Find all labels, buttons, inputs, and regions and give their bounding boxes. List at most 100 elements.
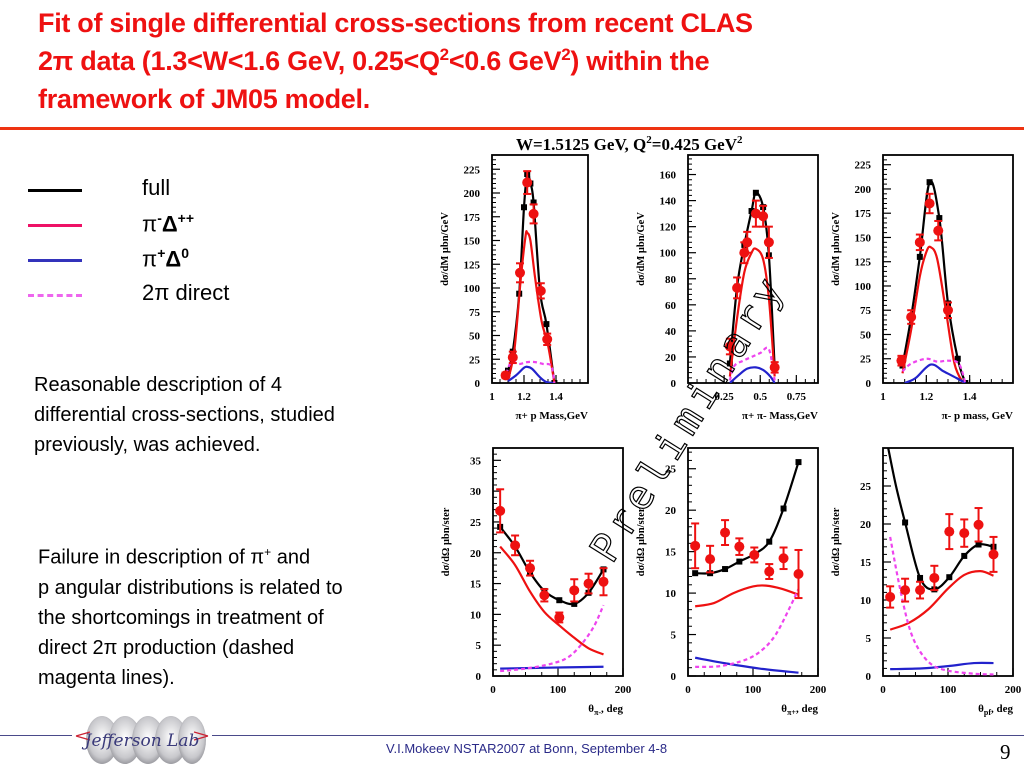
chart-panel-3: 0 25 50 75 100 125 150 175 200 225 1 1.2 1.4 dσ/dM μb…	[831, 154, 1014, 422]
y-tick-label: 125	[464, 259, 481, 271]
chart-panel-2: 0 20 40 60 80 100 120 140 160 0.25 0.5 0.75 dσ/dM μb…	[636, 154, 819, 422]
model-marker	[954, 355, 961, 362]
model-marker	[916, 253, 923, 260]
series-line-2-direct	[500, 604, 605, 673]
x-tick-label: 0	[490, 684, 496, 696]
plot-content	[500, 170, 558, 383]
series-line--0	[500, 665, 604, 670]
x-axis-label-subscript: pf	[984, 708, 991, 717]
data-point	[778, 553, 789, 564]
data-point	[732, 282, 743, 293]
data-point	[896, 355, 907, 366]
plot-content	[495, 488, 609, 673]
y-tick-label: 225	[464, 164, 481, 176]
note2-line1-part-b: and	[271, 546, 311, 569]
note2-line: magenta lines).	[38, 666, 175, 689]
x-tick-label: 1.4	[963, 391, 977, 403]
y-tick-label: 100	[464, 283, 481, 295]
y-axis-label: dσ/dM μbn/GeV	[831, 212, 842, 286]
model-marker	[926, 179, 933, 186]
legend-pi: π	[142, 211, 158, 237]
x-tick-label: 200	[1005, 684, 1022, 696]
y-tick-label: 100	[855, 281, 872, 293]
plot-content	[885, 448, 999, 676]
page-number: 9	[1000, 740, 1011, 764]
x-tick-label: 1.2	[919, 391, 933, 403]
chart-panel-4: 0 5 10 15 20 25 30 35 0 100 200 dσ/dΩ μbn/ster θπ-, …	[441, 447, 632, 717]
y-tick-label: 20	[860, 519, 872, 531]
y-tick-label: 40	[665, 326, 677, 338]
footer-citation: V.I.Mokeev NSTAR2007 at Bonn, September …	[386, 741, 668, 756]
model-marker	[521, 204, 527, 211]
model-marker	[961, 552, 968, 559]
series-line--0	[694, 656, 799, 674]
data-point	[929, 572, 940, 583]
y-tick-label: 120	[660, 222, 677, 234]
x-tick-label: 1.2	[517, 391, 531, 403]
data-point	[528, 208, 539, 219]
series-line--0	[729, 366, 776, 383]
note-failure-description: Failure in description of π+ and p angul…	[38, 537, 343, 693]
y-axis-label: dσ/dM μbn/GeV	[440, 212, 451, 286]
model-marker	[795, 459, 802, 466]
model-marker	[692, 570, 699, 577]
legend-label-2pi-direct: 2π direct	[142, 280, 230, 305]
model-marker	[736, 558, 743, 565]
data-point	[915, 585, 926, 596]
y-axis-label: dσ/dM μbn/GeV	[636, 212, 647, 286]
data-point	[906, 312, 917, 323]
legend-sup: +	[157, 245, 166, 261]
y-tick-label: 20	[470, 548, 482, 560]
data-point	[554, 612, 565, 623]
model-marker	[917, 574, 924, 581]
y-tick-label: 10	[665, 588, 677, 600]
x-axis-label: θπ-, deg	[588, 703, 623, 717]
x-axis-label-symbol: θ	[588, 703, 594, 715]
series-line--	[728, 247, 776, 377]
y-tick-label: 80	[665, 274, 677, 286]
y-tick-label: 175	[855, 208, 872, 220]
y-tick-label: 60	[665, 300, 677, 312]
slide-title: Fit of single differential cross-section…	[38, 4, 998, 118]
x-tick-label: 0	[880, 684, 886, 696]
y-tick-label: 5	[476, 640, 482, 652]
x-tick-label: 1.4	[549, 391, 563, 403]
data-point	[542, 334, 553, 345]
legend-swatch-pi-plus-delta-0	[28, 259, 82, 262]
title-line-1: Fit of single differential cross-section…	[38, 8, 753, 38]
data-point	[705, 554, 716, 565]
y-tick-label: 30	[470, 486, 482, 498]
y-tick-label: 225	[855, 160, 872, 172]
y-tick-label: 25	[470, 517, 482, 529]
data-point	[734, 541, 745, 552]
data-point	[758, 211, 769, 222]
y-tick-label: 150	[855, 232, 872, 244]
data-point	[690, 540, 701, 551]
x-tick-label: 100	[940, 684, 957, 696]
data-point	[525, 563, 536, 574]
model-marker	[975, 541, 982, 548]
data-point	[924, 198, 935, 209]
data-point	[583, 578, 594, 589]
y-axis-label: dσ/dΩ μbn/ster	[831, 507, 842, 576]
x-axis-label-symbol: θ	[781, 703, 787, 715]
data-point	[943, 305, 953, 316]
series-line-full	[901, 179, 967, 383]
y-tick-label: 25	[665, 464, 677, 476]
data-point	[500, 370, 511, 381]
y-tick-label: 175	[464, 212, 481, 224]
x-axis-label-symbol: θ	[978, 703, 984, 715]
data-point	[569, 585, 580, 596]
y-tick-label: 20	[665, 505, 677, 517]
data-point	[885, 591, 896, 602]
model-marker	[780, 505, 787, 512]
x-axis-label: θpf, deg	[978, 703, 1013, 717]
series-line-2-direct	[728, 346, 776, 381]
model-marker	[571, 600, 578, 607]
y-tick-label: 25	[469, 354, 481, 366]
series-line--	[694, 584, 799, 608]
x-tick-label: 1	[880, 391, 886, 403]
data-point	[539, 590, 550, 601]
y-tick-label: 15	[860, 557, 872, 569]
